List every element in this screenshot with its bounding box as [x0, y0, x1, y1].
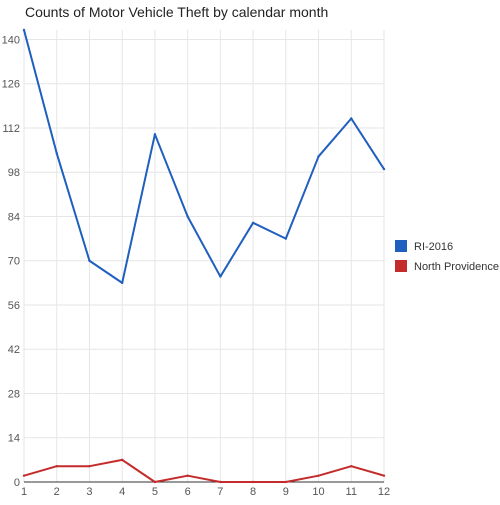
data-point	[350, 464, 353, 468]
x-tick-label: 6	[185, 486, 191, 498]
x-tick-label: 11	[346, 486, 357, 498]
data-point	[22, 474, 26, 477]
data-point	[251, 480, 255, 484]
series-line	[23, 29, 385, 284]
data-point	[219, 480, 222, 484]
legend-label: North Providence	[414, 261, 499, 273]
legend-swatch	[395, 260, 407, 272]
data-point	[382, 474, 386, 477]
y-tick-label: 0	[14, 477, 20, 489]
data-point	[186, 215, 189, 218]
data-point	[88, 464, 91, 468]
x-tick-label: 3	[86, 486, 92, 498]
data-point	[219, 275, 222, 278]
y-tick-label: 14	[8, 433, 20, 445]
data-point	[251, 221, 255, 225]
data-point	[317, 474, 320, 477]
data-point	[120, 458, 124, 462]
gridlines	[23, 30, 385, 482]
y-tick-label: 42	[8, 344, 20, 356]
data-point	[153, 133, 157, 136]
legend-label: RI-2016	[414, 241, 453, 253]
x-tick-label: 1	[21, 486, 27, 498]
data-point	[284, 237, 288, 240]
y-tick-label: 56	[8, 300, 20, 312]
y-tick-label: 28	[8, 388, 20, 400]
x-tick-label: 8	[250, 486, 256, 498]
data-point	[284, 480, 288, 484]
y-tick-label: 112	[2, 123, 20, 135]
x-tick-label: 10	[312, 486, 324, 498]
x-tick-label: 4	[119, 486, 125, 498]
x-tick-label: 5	[152, 486, 158, 498]
series-line	[23, 458, 385, 483]
data-point	[186, 474, 189, 477]
series-lines	[22, 28, 386, 484]
data-point	[120, 281, 124, 285]
y-tick-label: 126	[2, 79, 20, 91]
data-point	[55, 152, 58, 155]
y-tick-label: 70	[8, 256, 20, 268]
x-tick-label: 2	[54, 486, 60, 498]
y-tick-label: 140	[2, 34, 20, 46]
y-tick-label: 98	[8, 167, 20, 179]
data-point	[317, 155, 320, 158]
legend: RI-2016 North Providence	[395, 240, 499, 273]
data-point	[350, 117, 353, 120]
data-point	[88, 259, 91, 262]
x-tick-label: 9	[283, 486, 289, 498]
data-point	[382, 167, 386, 171]
x-tick-label: 7	[217, 486, 223, 498]
chart-title: Counts of Motor Vehicle Theft by calenda…	[25, 4, 328, 20]
data-point	[153, 480, 157, 484]
x-tick-label: 12	[378, 486, 390, 498]
legend-swatch	[395, 240, 407, 252]
data-point	[22, 28, 26, 32]
y-tick-label: 84	[8, 211, 20, 223]
data-point	[55, 464, 58, 468]
